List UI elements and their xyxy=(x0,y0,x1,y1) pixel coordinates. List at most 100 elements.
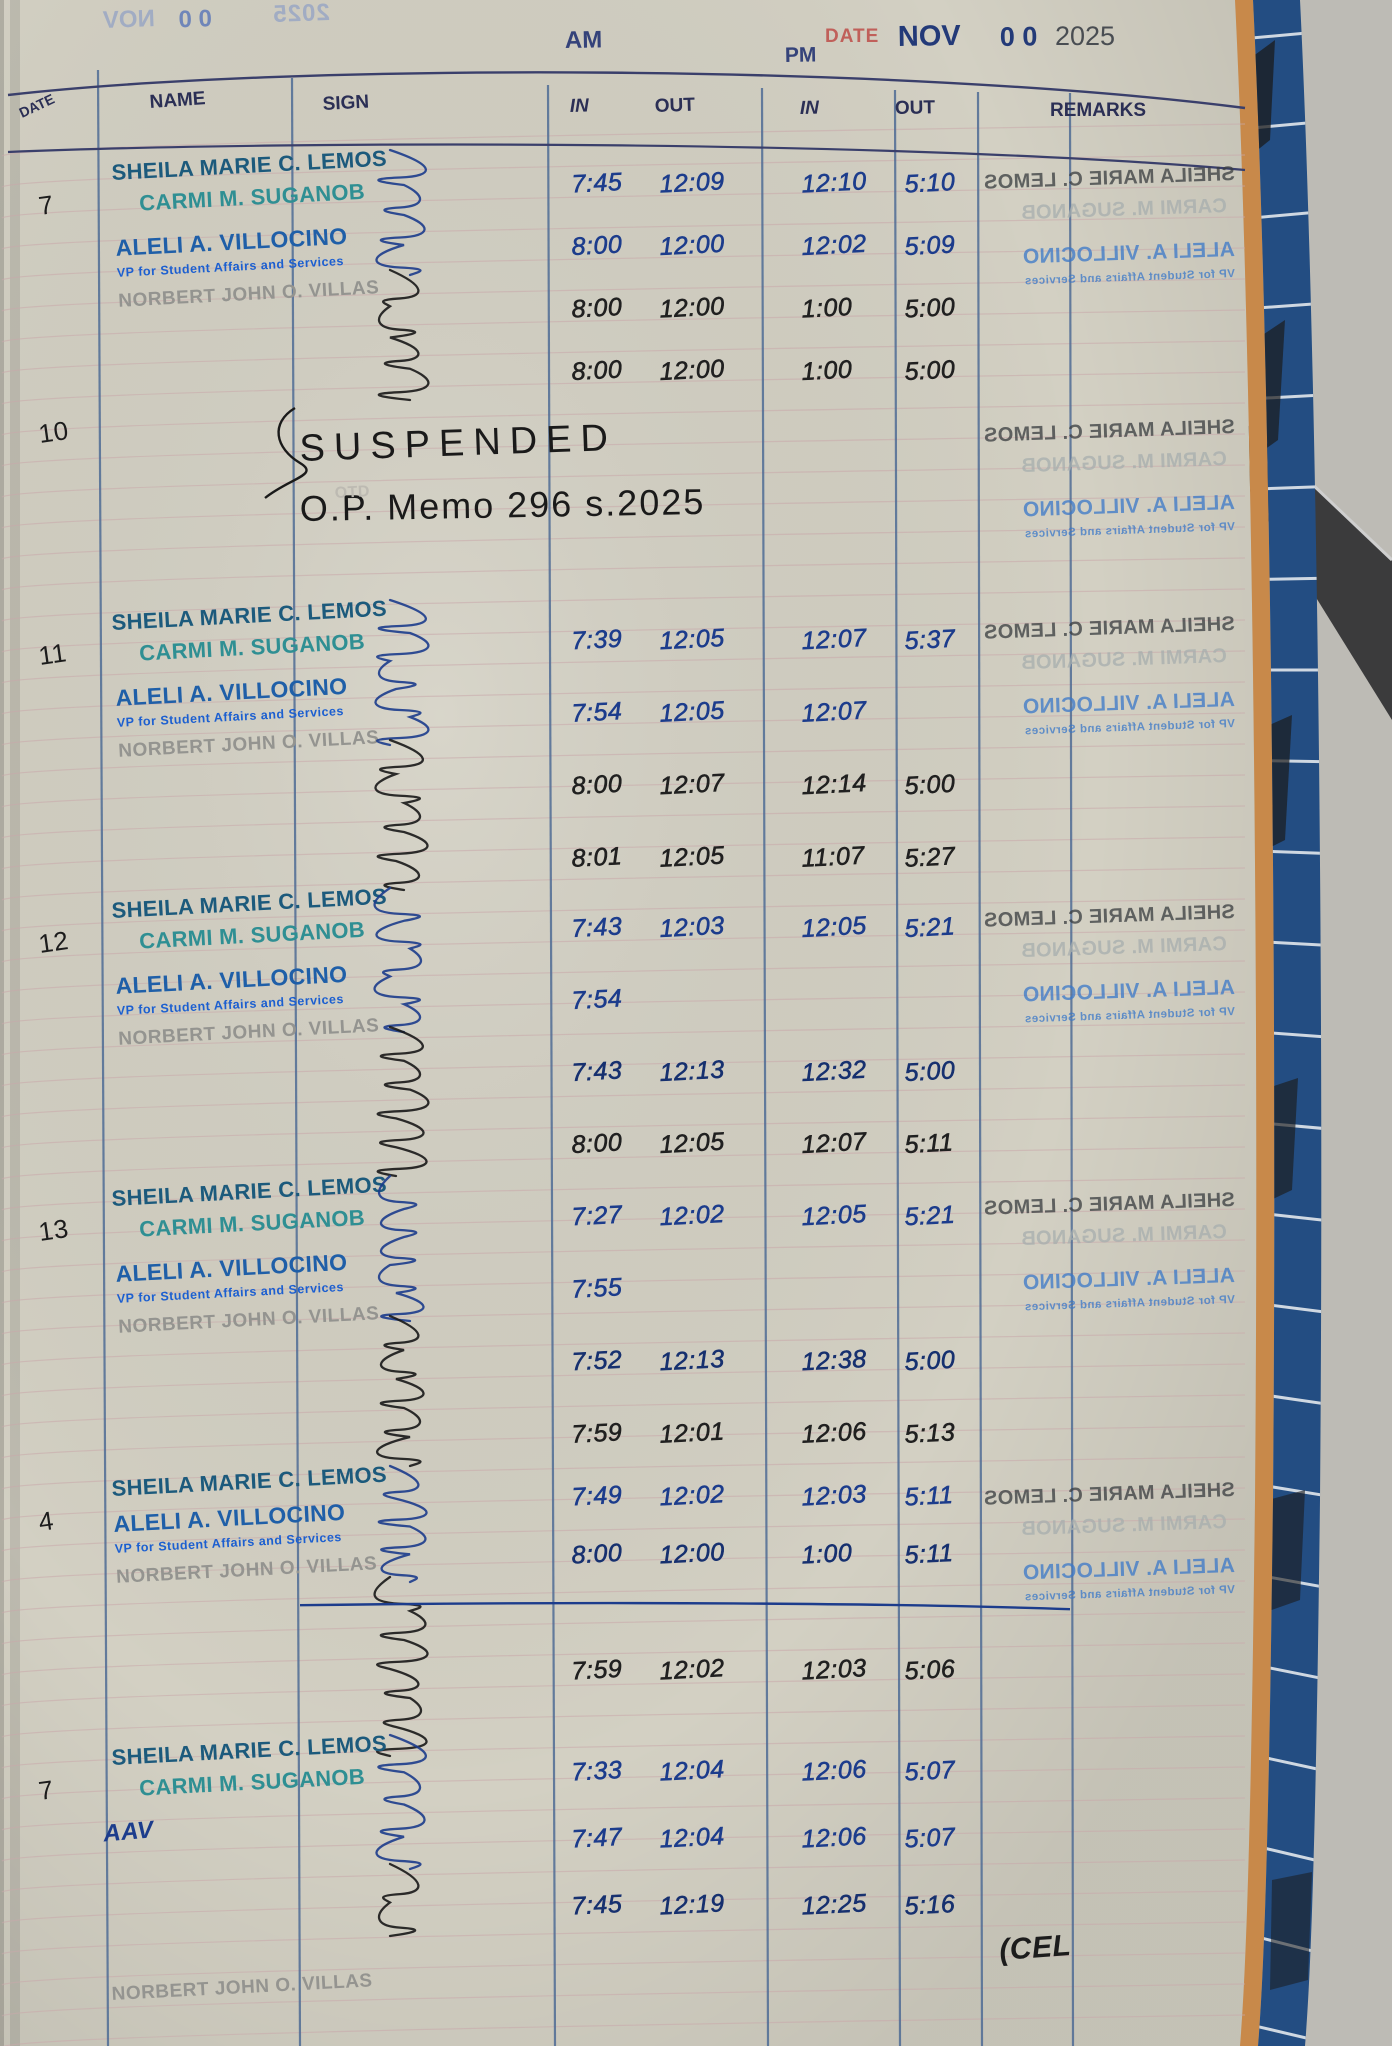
svg-text:12:05: 12:05 xyxy=(801,912,867,943)
svg-text:12:07: 12:07 xyxy=(801,1128,868,1159)
svg-text:12:02: 12:02 xyxy=(659,1200,725,1231)
svg-text:12:14: 12:14 xyxy=(801,769,867,800)
svg-text:12:00: 12:00 xyxy=(659,355,725,386)
svg-text:12:00: 12:00 xyxy=(659,1538,725,1569)
svg-text:10: 10 xyxy=(37,415,71,449)
svg-text:12:02: 12:02 xyxy=(659,1654,725,1685)
svg-text:12:03: 12:03 xyxy=(801,1654,867,1685)
svg-text:12:19: 12:19 xyxy=(659,1889,725,1920)
svg-text:12:06: 12:06 xyxy=(801,1755,867,1786)
svg-text:7:33: 7:33 xyxy=(571,1756,623,1787)
svg-text:12:07: 12:07 xyxy=(659,769,726,800)
svg-text:12:32: 12:32 xyxy=(801,1056,867,1087)
svg-text:SIGN: SIGN xyxy=(322,92,369,115)
svg-text:12:07: 12:07 xyxy=(801,696,868,727)
svg-text:12:00: 12:00 xyxy=(659,292,725,323)
svg-text:5:00: 5:00 xyxy=(904,1346,956,1377)
svg-text:NAME: NAME xyxy=(149,88,206,113)
svg-text:7:54: 7:54 xyxy=(571,984,623,1015)
svg-text:7:39: 7:39 xyxy=(571,625,623,656)
svg-text:OUT: OUT xyxy=(895,97,936,119)
svg-text:12:09: 12:09 xyxy=(659,167,725,198)
svg-text:5:13: 5:13 xyxy=(904,1418,956,1449)
svg-text:5:11: 5:11 xyxy=(904,1128,954,1159)
svg-text:0 0: 0 0 xyxy=(178,5,212,33)
svg-text:AM: AM xyxy=(565,26,603,54)
svg-text:12:07: 12:07 xyxy=(801,624,868,655)
svg-text:5:07: 5:07 xyxy=(904,1823,957,1854)
svg-text:12:05: 12:05 xyxy=(659,696,725,727)
svg-text:5:00: 5:00 xyxy=(904,293,956,324)
svg-text:12:05: 12:05 xyxy=(659,841,725,872)
svg-text:12:02: 12:02 xyxy=(659,1480,725,1511)
svg-text:12:13: 12:13 xyxy=(659,1345,725,1376)
svg-text:7:43: 7:43 xyxy=(571,912,623,943)
svg-text:12:05: 12:05 xyxy=(659,624,725,655)
svg-text:12:10: 12:10 xyxy=(801,167,867,198)
svg-text:12:01: 12:01 xyxy=(659,1417,725,1448)
svg-text:IN: IN xyxy=(569,95,590,117)
svg-text:1:00: 1:00 xyxy=(801,1539,853,1570)
svg-text:1:00: 1:00 xyxy=(801,293,853,324)
svg-text:13: 13 xyxy=(37,1213,71,1247)
svg-text:12:04: 12:04 xyxy=(659,1822,725,1853)
svg-text:5:16: 5:16 xyxy=(904,1890,956,1921)
svg-text:OUT: OUT xyxy=(654,95,695,117)
svg-text:2025: 2025 xyxy=(272,0,330,28)
svg-text:12:00: 12:00 xyxy=(659,230,725,261)
svg-text:PM: PM xyxy=(785,43,817,67)
svg-text:8:00: 8:00 xyxy=(571,355,623,386)
svg-text:12:25: 12:25 xyxy=(801,1889,867,1920)
svg-text:8:01: 8:01 xyxy=(571,842,623,873)
svg-text:11: 11 xyxy=(37,637,69,671)
svg-text:5:10: 5:10 xyxy=(904,168,956,199)
svg-text:5:37: 5:37 xyxy=(904,625,957,656)
svg-text:7:55: 7:55 xyxy=(571,1273,623,1304)
svg-text:8:00: 8:00 xyxy=(571,770,623,801)
svg-text:5:09: 5:09 xyxy=(904,230,956,261)
svg-text:5:27: 5:27 xyxy=(904,842,957,873)
svg-text:5:21: 5:21 xyxy=(904,1201,956,1232)
svg-text:7:59: 7:59 xyxy=(571,1418,623,1449)
svg-text:AAV: AAV xyxy=(101,1816,156,1848)
svg-text:12:05: 12:05 xyxy=(801,1200,867,1231)
svg-text:5:11: 5:11 xyxy=(904,1539,954,1570)
svg-text:1:00: 1:00 xyxy=(801,355,853,386)
svg-text:12:03: 12:03 xyxy=(801,1480,867,1511)
svg-text:12:06: 12:06 xyxy=(801,1417,867,1448)
svg-text:7:27: 7:27 xyxy=(571,1201,624,1232)
svg-text:8:00: 8:00 xyxy=(571,293,623,324)
svg-text:NOV: NOV xyxy=(898,20,962,53)
svg-text:5:06: 5:06 xyxy=(904,1655,956,1686)
svg-text:5:00: 5:00 xyxy=(904,770,956,801)
svg-text:7:54: 7:54 xyxy=(571,697,623,728)
svg-text:12:02: 12:02 xyxy=(801,230,867,261)
svg-text:12:05: 12:05 xyxy=(659,1128,725,1159)
svg-text:7:45: 7:45 xyxy=(571,1890,623,1921)
svg-text:IN: IN xyxy=(800,98,821,119)
svg-text:REMARKS: REMARKS xyxy=(1050,100,1146,121)
svg-text:7:59: 7:59 xyxy=(571,1655,623,1686)
svg-text:12:13: 12:13 xyxy=(659,1056,725,1087)
svg-text:7:47: 7:47 xyxy=(571,1823,624,1854)
svg-text:7:49: 7:49 xyxy=(571,1481,623,1512)
svg-text:NOV: NOV xyxy=(102,5,155,34)
svg-text:5:00: 5:00 xyxy=(904,355,956,386)
svg-text:8:00: 8:00 xyxy=(571,230,623,261)
svg-text:5:00: 5:00 xyxy=(904,1056,956,1087)
svg-text:0 0: 0 0 xyxy=(1000,21,1038,52)
svg-text:7:43: 7:43 xyxy=(571,1056,623,1087)
svg-text:5:07: 5:07 xyxy=(904,1756,957,1787)
svg-text:2025: 2025 xyxy=(1055,21,1115,51)
svg-text:DATE: DATE xyxy=(825,26,879,47)
svg-text:7:52: 7:52 xyxy=(571,1346,623,1377)
svg-text:11:07: 11:07 xyxy=(801,841,866,872)
svg-text:OTD: OTD xyxy=(334,483,370,502)
svg-text:7:45: 7:45 xyxy=(571,168,623,199)
svg-text:5:11: 5:11 xyxy=(904,1481,954,1512)
svg-text:8:00: 8:00 xyxy=(571,1128,623,1159)
svg-text:5:21: 5:21 xyxy=(904,912,956,943)
svg-text:12:04: 12:04 xyxy=(659,1755,725,1786)
svg-text:(CEL: (CEL xyxy=(998,1929,1072,1967)
svg-text:12: 12 xyxy=(37,925,71,959)
